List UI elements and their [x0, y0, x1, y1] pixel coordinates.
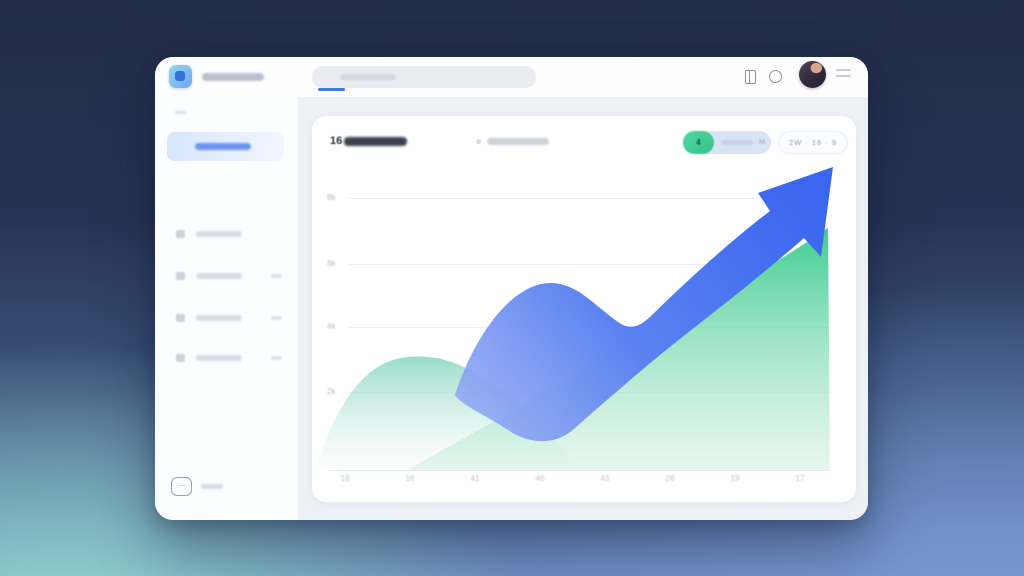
toggle-trailing-label: M — [759, 139, 765, 146]
range-selector-pill[interactable]: 2W · 16 · 9 — [778, 131, 848, 154]
x-tick-label: 43 — [600, 474, 610, 483]
chart-subtitle — [476, 138, 549, 145]
toggle-label-blurred — [721, 140, 753, 145]
sidebar-footer: ··· › — [155, 476, 356, 500]
y-tick-label: 6k — [327, 259, 336, 268]
y-tick-label: 4k — [327, 322, 336, 331]
blue-trend-arrow — [455, 167, 833, 442]
sidebar-item-3-label-blurred — [196, 315, 242, 321]
app-window: ··· › 16 4 M 2W · 16 · 9 — [155, 57, 868, 520]
sidebar-item-4-icon — [176, 354, 185, 362]
toggle-active-segment[interactable]: 4 — [683, 131, 714, 154]
brand-name-blurred — [202, 72, 264, 81]
sidebar-item-3-icon — [176, 314, 185, 322]
sidebar-item-2-label-blurred — [196, 273, 242, 279]
y-tick-label: 8k — [327, 193, 336, 202]
sidebar-active-label-blurred — [195, 143, 251, 150]
hamburger-menu-icon[interactable] — [836, 69, 851, 81]
sidebar-item-2-badge — [271, 274, 282, 278]
x-axis-line — [330, 470, 830, 471]
x-tick-label: 28 — [665, 474, 675, 483]
sidebar: ··· › — [155, 97, 356, 520]
search-placeholder-blurred — [340, 74, 396, 80]
sidebar-footer-label-blurred — [201, 484, 223, 489]
x-tick-label: 16 — [405, 474, 415, 483]
main-content: 16 4 M 2W · 16 · 9 8k 6k 4k 2k — [298, 97, 868, 520]
sidebar-item-4[interactable] — [155, 349, 298, 369]
y-tick-label: 2k — [327, 387, 336, 396]
sidebar-item-1[interactable] — [155, 225, 298, 245]
sidebar-item-active[interactable] — [167, 132, 284, 161]
x-tick-label: 17 — [795, 474, 805, 483]
app-logo-icon — [169, 65, 192, 88]
user-avatar[interactable] — [799, 61, 826, 88]
x-tick-label: 41 — [470, 474, 480, 483]
sidebar-item-1-label-blurred — [196, 231, 242, 237]
area-chart — [316, 167, 833, 470]
x-tick-label: 19 — [730, 474, 740, 483]
search-input[interactable] — [312, 66, 536, 88]
sidebar-item-4-badge — [271, 356, 282, 360]
x-tick-label: 46 — [535, 474, 545, 483]
gridline — [348, 264, 830, 265]
panel-icon[interactable] — [745, 70, 756, 84]
subtitle-dot-icon — [476, 139, 481, 144]
sidebar-item-3[interactable] — [155, 309, 298, 329]
period-toggle[interactable]: 4 M — [683, 131, 771, 154]
sidebar-item-1-icon — [176, 230, 185, 238]
chart-subtitle-blurred — [487, 138, 549, 145]
circle-icon[interactable] — [769, 70, 782, 83]
chart-title-blurred — [344, 136, 408, 146]
topbar — [155, 57, 868, 97]
chat-chip-icon[interactable]: ··· — [171, 477, 192, 496]
x-tick-label: 19 — [340, 474, 350, 483]
sidebar-item-2-icon — [176, 272, 185, 280]
chart-title: 16 — [330, 135, 408, 147]
sidebar-item-3-badge — [271, 316, 282, 320]
active-tab-underline — [318, 88, 345, 91]
sidebar-item-2[interactable] — [155, 267, 298, 287]
sidebar-item-4-label-blurred — [196, 355, 242, 361]
brand[interactable] — [169, 65, 264, 88]
sidebar-section-label-blurred — [175, 111, 186, 114]
green-area-series — [408, 228, 830, 470]
chart-card: 16 4 M 2W · 16 · 9 8k 6k 4k 2k — [312, 116, 856, 502]
gridline — [348, 198, 830, 199]
